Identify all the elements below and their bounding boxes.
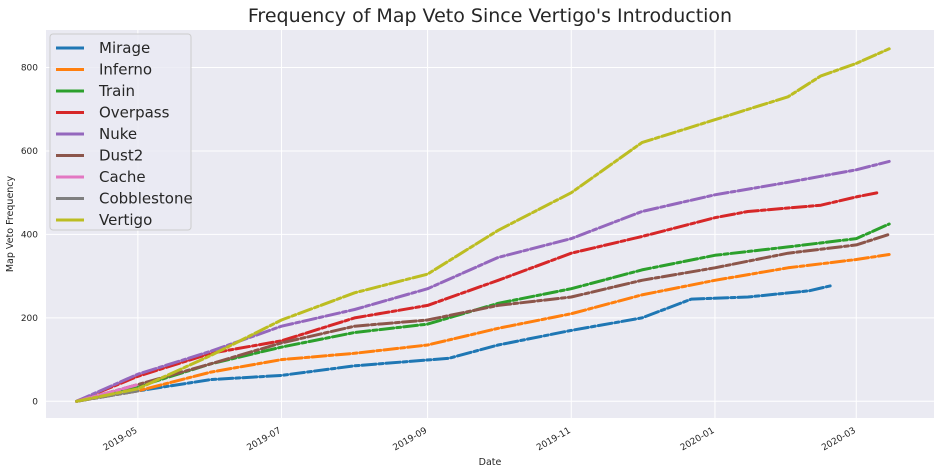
y-tick-label: 600 (21, 147, 38, 157)
series-line-vertigo (75, 47, 891, 403)
series-line-inferno (75, 253, 891, 403)
y-tick-label: 400 (21, 230, 38, 240)
legend-label-overpass: Overpass (99, 104, 170, 122)
legend-label-nuke: Nuke (99, 125, 137, 143)
chart-title: Frequency of Map Veto Since Vertigo's In… (248, 5, 732, 27)
y-axis-ticks: 0 200 400 600 800 (21, 64, 38, 408)
series-layer (75, 47, 891, 403)
series-line-mirage (75, 283, 835, 403)
legend-frame (49, 33, 192, 231)
series-line-overpass (75, 191, 879, 403)
legend-label-train: Train (98, 82, 135, 100)
y-tick-label: 800 (21, 64, 38, 74)
y-tick-label: 200 (21, 314, 38, 324)
legend-label-dust2: Dust2 (99, 147, 143, 165)
y-tick-label: 0 (32, 397, 38, 407)
plot-area (46, 30, 934, 418)
series-line-dust2 (75, 232, 891, 403)
legend-label-cobblestone: Cobblestone (99, 190, 193, 208)
x-axis-label: Date (479, 457, 502, 468)
legend-label-cache: Cache (99, 168, 146, 186)
series-line-nuke (75, 159, 891, 403)
legend-label-vertigo: Vertigo (99, 211, 152, 229)
legend: Mirage Inferno Train Overpass Nuke Dust2 Cache… (49, 33, 193, 231)
legend-label-inferno: Inferno (99, 61, 152, 79)
y-axis-label: Map Veto Frequency (5, 175, 16, 272)
legend-label-mirage: Mirage (99, 39, 150, 57)
